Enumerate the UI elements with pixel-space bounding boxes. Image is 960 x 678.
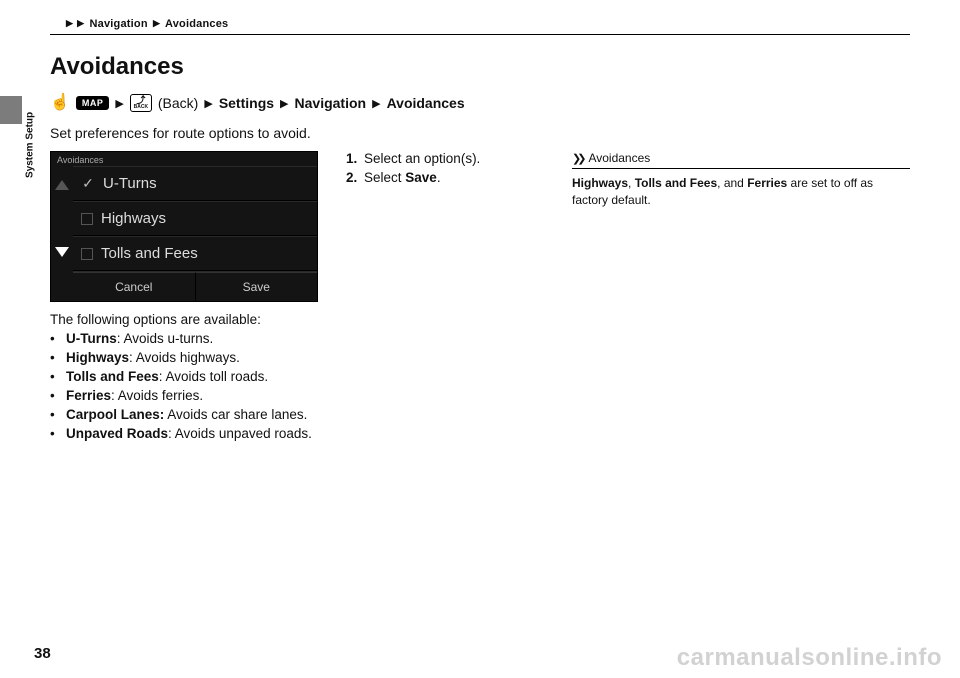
ui-screenshot-title: Avoidances <box>51 152 317 166</box>
triangle-icon: ▶ <box>372 97 380 110</box>
ui-option-label: Tolls and Fees <box>101 245 198 262</box>
triangle-icon: ▶ <box>66 18 73 29</box>
nav-path: ☝ MAP ▶ ⤴ BACK (Back) ▶ Settings ▶ Navig… <box>50 93 910 113</box>
step-text: Select an option(s). <box>364 151 480 166</box>
option-item: •Tolls and Fees: Avoids toll roads. <box>50 369 320 384</box>
option-label: U-Turns <box>66 331 117 346</box>
option-desc: : Avoids u-turns. <box>117 331 214 346</box>
option-item: •U-Turns: Avoids u-turns. <box>50 331 320 346</box>
step-item: 1. Select an option(s). <box>346 151 546 166</box>
checkbox-icon <box>81 248 93 260</box>
page-number: 38 <box>34 645 51 662</box>
sidenote-body: Highways, Tolls and Fees, and Ferries ar… <box>572 175 910 209</box>
intro-text: Set preferences for route options to avo… <box>50 125 910 141</box>
option-item: •Unpaved Roads: Avoids unpaved roads. <box>50 426 320 441</box>
step-item: 2. Select Save. <box>346 170 546 185</box>
hand-icon: ☝ <box>50 92 70 112</box>
down-arrow-icon <box>55 247 69 257</box>
option-label: Unpaved Roads <box>66 426 168 441</box>
ui-screenshot: Avoidances ✓ U-Turns Highways <box>50 151 318 302</box>
step-text: Select Save. <box>364 170 441 185</box>
option-desc: Avoids car share lanes. <box>164 407 307 422</box>
options-intro: The following options are available: <box>50 312 320 327</box>
triangle-icon: ▶ <box>77 18 84 29</box>
nav-step: Avoidances <box>387 95 465 111</box>
option-item: •Highways: Avoids highways. <box>50 350 320 365</box>
section-tab: System Setup <box>22 100 38 190</box>
option-label: Ferries <box>66 388 111 403</box>
option-desc: : Avoids highways. <box>129 350 240 365</box>
triangle-icon: ▶ <box>204 97 212 110</box>
ui-save-button: Save <box>196 272 318 301</box>
ui-option-list: ✓ U-Turns Highways Tolls and Fees <box>73 166 317 271</box>
chevron-icon: ❯❯ <box>572 152 582 165</box>
up-arrow-icon <box>55 180 69 190</box>
ui-option-item: Highways <box>73 201 317 236</box>
back-badge: ⤴ BACK <box>130 94 152 112</box>
divider <box>50 34 910 35</box>
map-badge: MAP <box>76 96 110 110</box>
triangle-icon: ▶ <box>280 97 288 110</box>
back-text: (Back) <box>158 95 198 111</box>
ui-option-label: U-Turns <box>103 175 157 192</box>
step-number: 2. <box>346 170 364 185</box>
checkmark-icon: ✓ <box>81 177 95 191</box>
breadcrumb-seg: Avoidances <box>165 18 228 30</box>
sidenote-header: ❯❯ Avoidances <box>572 151 910 169</box>
ui-option-label: Highways <box>101 210 166 227</box>
option-item: •Carpool Lanes: Avoids car share lanes. <box>50 407 320 422</box>
watermark: carmanualsonline.info <box>677 644 942 672</box>
option-label: Highways <box>66 350 129 365</box>
triangle-icon: ▶ <box>115 97 123 110</box>
option-item: •Ferries: Avoids ferries. <box>50 388 320 403</box>
checkbox-icon <box>81 213 93 225</box>
page-title: Avoidances <box>50 53 910 81</box>
option-desc: : Avoids ferries. <box>111 388 203 403</box>
breadcrumb-seg: Navigation <box>90 18 148 30</box>
sidenote-title: Avoidances <box>588 151 650 165</box>
option-desc: : Avoids toll roads. <box>159 369 268 384</box>
back-badge-label: BACK <box>134 105 148 110</box>
breadcrumb: ▶ ▶ Navigation ▶ Avoidances <box>50 18 910 30</box>
nav-step: Settings <box>219 95 274 111</box>
ui-option-item: Tolls and Fees <box>73 236 317 271</box>
triangle-icon: ▶ <box>153 18 160 29</box>
step-number: 1. <box>346 151 364 166</box>
ui-option-item: ✓ U-Turns <box>73 166 317 201</box>
option-desc: : Avoids unpaved roads. <box>168 426 312 441</box>
ui-scrollbar <box>51 166 73 271</box>
nav-step: Navigation <box>295 95 367 111</box>
steps-list: 1. Select an option(s). 2. Select Save. <box>346 151 546 185</box>
option-label: Tolls and Fees <box>66 369 159 384</box>
ui-cancel-button: Cancel <box>73 272 196 301</box>
option-label: Carpool Lanes: <box>66 407 164 422</box>
options-list: •U-Turns: Avoids u-turns. •Highways: Avo… <box>50 331 320 441</box>
